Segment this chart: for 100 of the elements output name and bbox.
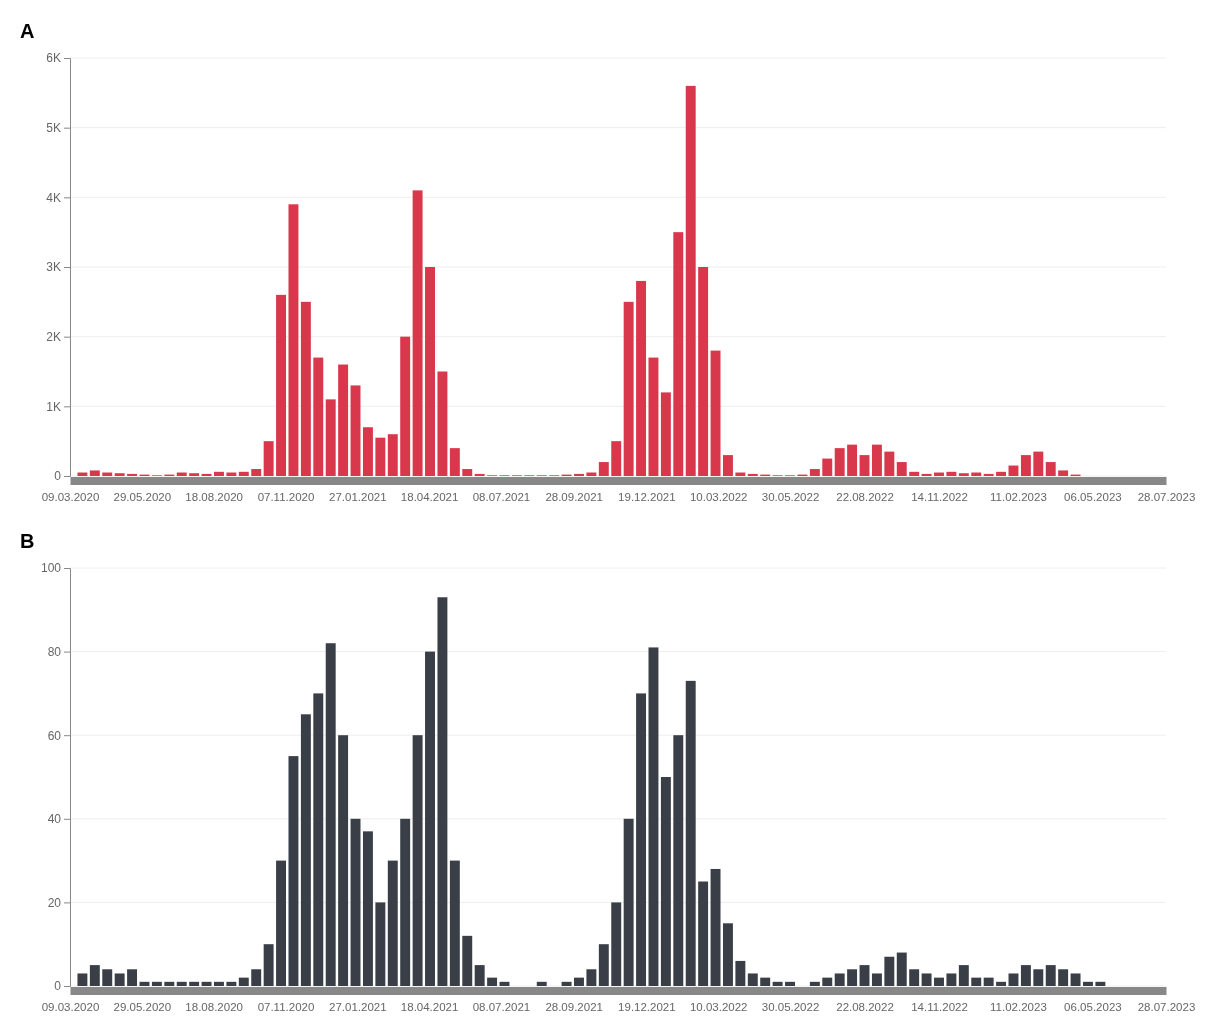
x-tick-label: 10.03.2022 <box>689 1000 748 1013</box>
bar <box>747 473 758 476</box>
bar <box>425 267 435 476</box>
bar <box>673 735 684 986</box>
bar <box>1045 462 1056 476</box>
bar <box>487 977 498 986</box>
bar <box>400 818 411 986</box>
bar <box>338 364 349 476</box>
x-tick-label: 11.02.2023 <box>990 490 1047 503</box>
bar <box>449 860 460 986</box>
x-tick-label: 22.08.2022 <box>836 1000 894 1013</box>
y-tick-label: 1K <box>46 399 61 414</box>
bar <box>971 977 982 986</box>
bar <box>772 981 783 986</box>
bar <box>400 336 411 476</box>
x-tick-label: 18.08.2020 <box>185 490 243 503</box>
bar <box>214 471 224 476</box>
bar <box>747 973 758 986</box>
bar <box>437 597 448 986</box>
bar <box>425 651 435 986</box>
bar <box>896 952 907 986</box>
bar <box>884 451 895 476</box>
bar <box>189 473 200 476</box>
bar <box>822 977 833 986</box>
bar <box>164 981 175 986</box>
bar <box>710 350 721 476</box>
bar <box>996 471 1007 476</box>
bar <box>685 680 696 986</box>
bar <box>660 392 671 476</box>
bar <box>251 469 262 476</box>
bar <box>325 399 336 476</box>
bar <box>77 973 88 986</box>
bar <box>809 981 820 986</box>
bar <box>201 981 212 986</box>
bar <box>437 371 448 476</box>
x-tick-label: 28.09.2021 <box>545 1000 603 1013</box>
bar <box>288 204 299 476</box>
bar <box>673 232 684 476</box>
y-tick-label: 5K <box>46 121 61 136</box>
bar <box>1008 973 1019 986</box>
y-tick-label: 40 <box>47 812 62 827</box>
bar <box>325 643 336 986</box>
bar <box>350 818 361 986</box>
bar <box>698 267 709 476</box>
bar <box>238 977 249 986</box>
bar <box>89 470 100 476</box>
chart-title: B <box>20 530 35 552</box>
bar <box>847 444 858 476</box>
bar <box>387 434 398 476</box>
x-tick-label: 07.11.2020 <box>257 1000 315 1013</box>
bar <box>598 944 609 986</box>
x-tick-label: 28.09.2021 <box>545 490 603 503</box>
bar <box>214 981 224 986</box>
bar <box>462 935 473 986</box>
bar <box>710 868 721 986</box>
bar <box>921 973 932 986</box>
bar <box>1070 973 1081 986</box>
bar <box>698 881 709 986</box>
x-tick-label: 30.05.2022 <box>761 490 820 503</box>
x-tick-label: 14.11.2022 <box>911 490 968 503</box>
y-tick-label: 20 <box>47 895 62 910</box>
bar <box>1033 451 1044 476</box>
bar <box>387 860 398 986</box>
bar <box>574 977 584 986</box>
y-tick-label: 60 <box>47 728 62 743</box>
y-tick-label: 2K <box>46 330 61 345</box>
bar <box>288 756 299 986</box>
bar <box>276 860 287 986</box>
bar <box>623 818 634 986</box>
bar <box>151 981 162 986</box>
bar <box>958 473 969 476</box>
bar <box>598 462 609 476</box>
bar <box>114 973 125 986</box>
y-tick-label: 0 <box>54 979 62 994</box>
bar <box>412 190 423 476</box>
bar <box>648 647 659 986</box>
bar <box>1058 969 1069 986</box>
bar <box>958 965 969 986</box>
bar <box>871 973 882 986</box>
bar <box>834 973 845 986</box>
bar <box>834 448 845 476</box>
bar <box>859 455 870 476</box>
bar <box>611 441 622 476</box>
bar <box>127 969 138 986</box>
bar <box>114 473 125 476</box>
bar <box>412 735 423 986</box>
bar <box>449 448 460 476</box>
bar <box>102 969 113 986</box>
y-tick-label: 3K <box>46 260 61 275</box>
bar <box>127 473 138 476</box>
y-tick-label: 0 <box>54 469 62 484</box>
bar <box>89 965 100 986</box>
x-tick-label: 08.07.2021 <box>472 1000 531 1013</box>
x-tick-label: 07.11.2020 <box>257 490 315 503</box>
x-tick-label: 06.05.2023 <box>1064 1000 1122 1013</box>
x-tick-label: 29.05.2020 <box>113 490 172 503</box>
bar <box>189 981 200 986</box>
x-tick-label: 09.03.2020 <box>41 490 100 503</box>
x-tick-label: 27.01.2021 <box>329 490 387 503</box>
bar <box>276 294 287 476</box>
